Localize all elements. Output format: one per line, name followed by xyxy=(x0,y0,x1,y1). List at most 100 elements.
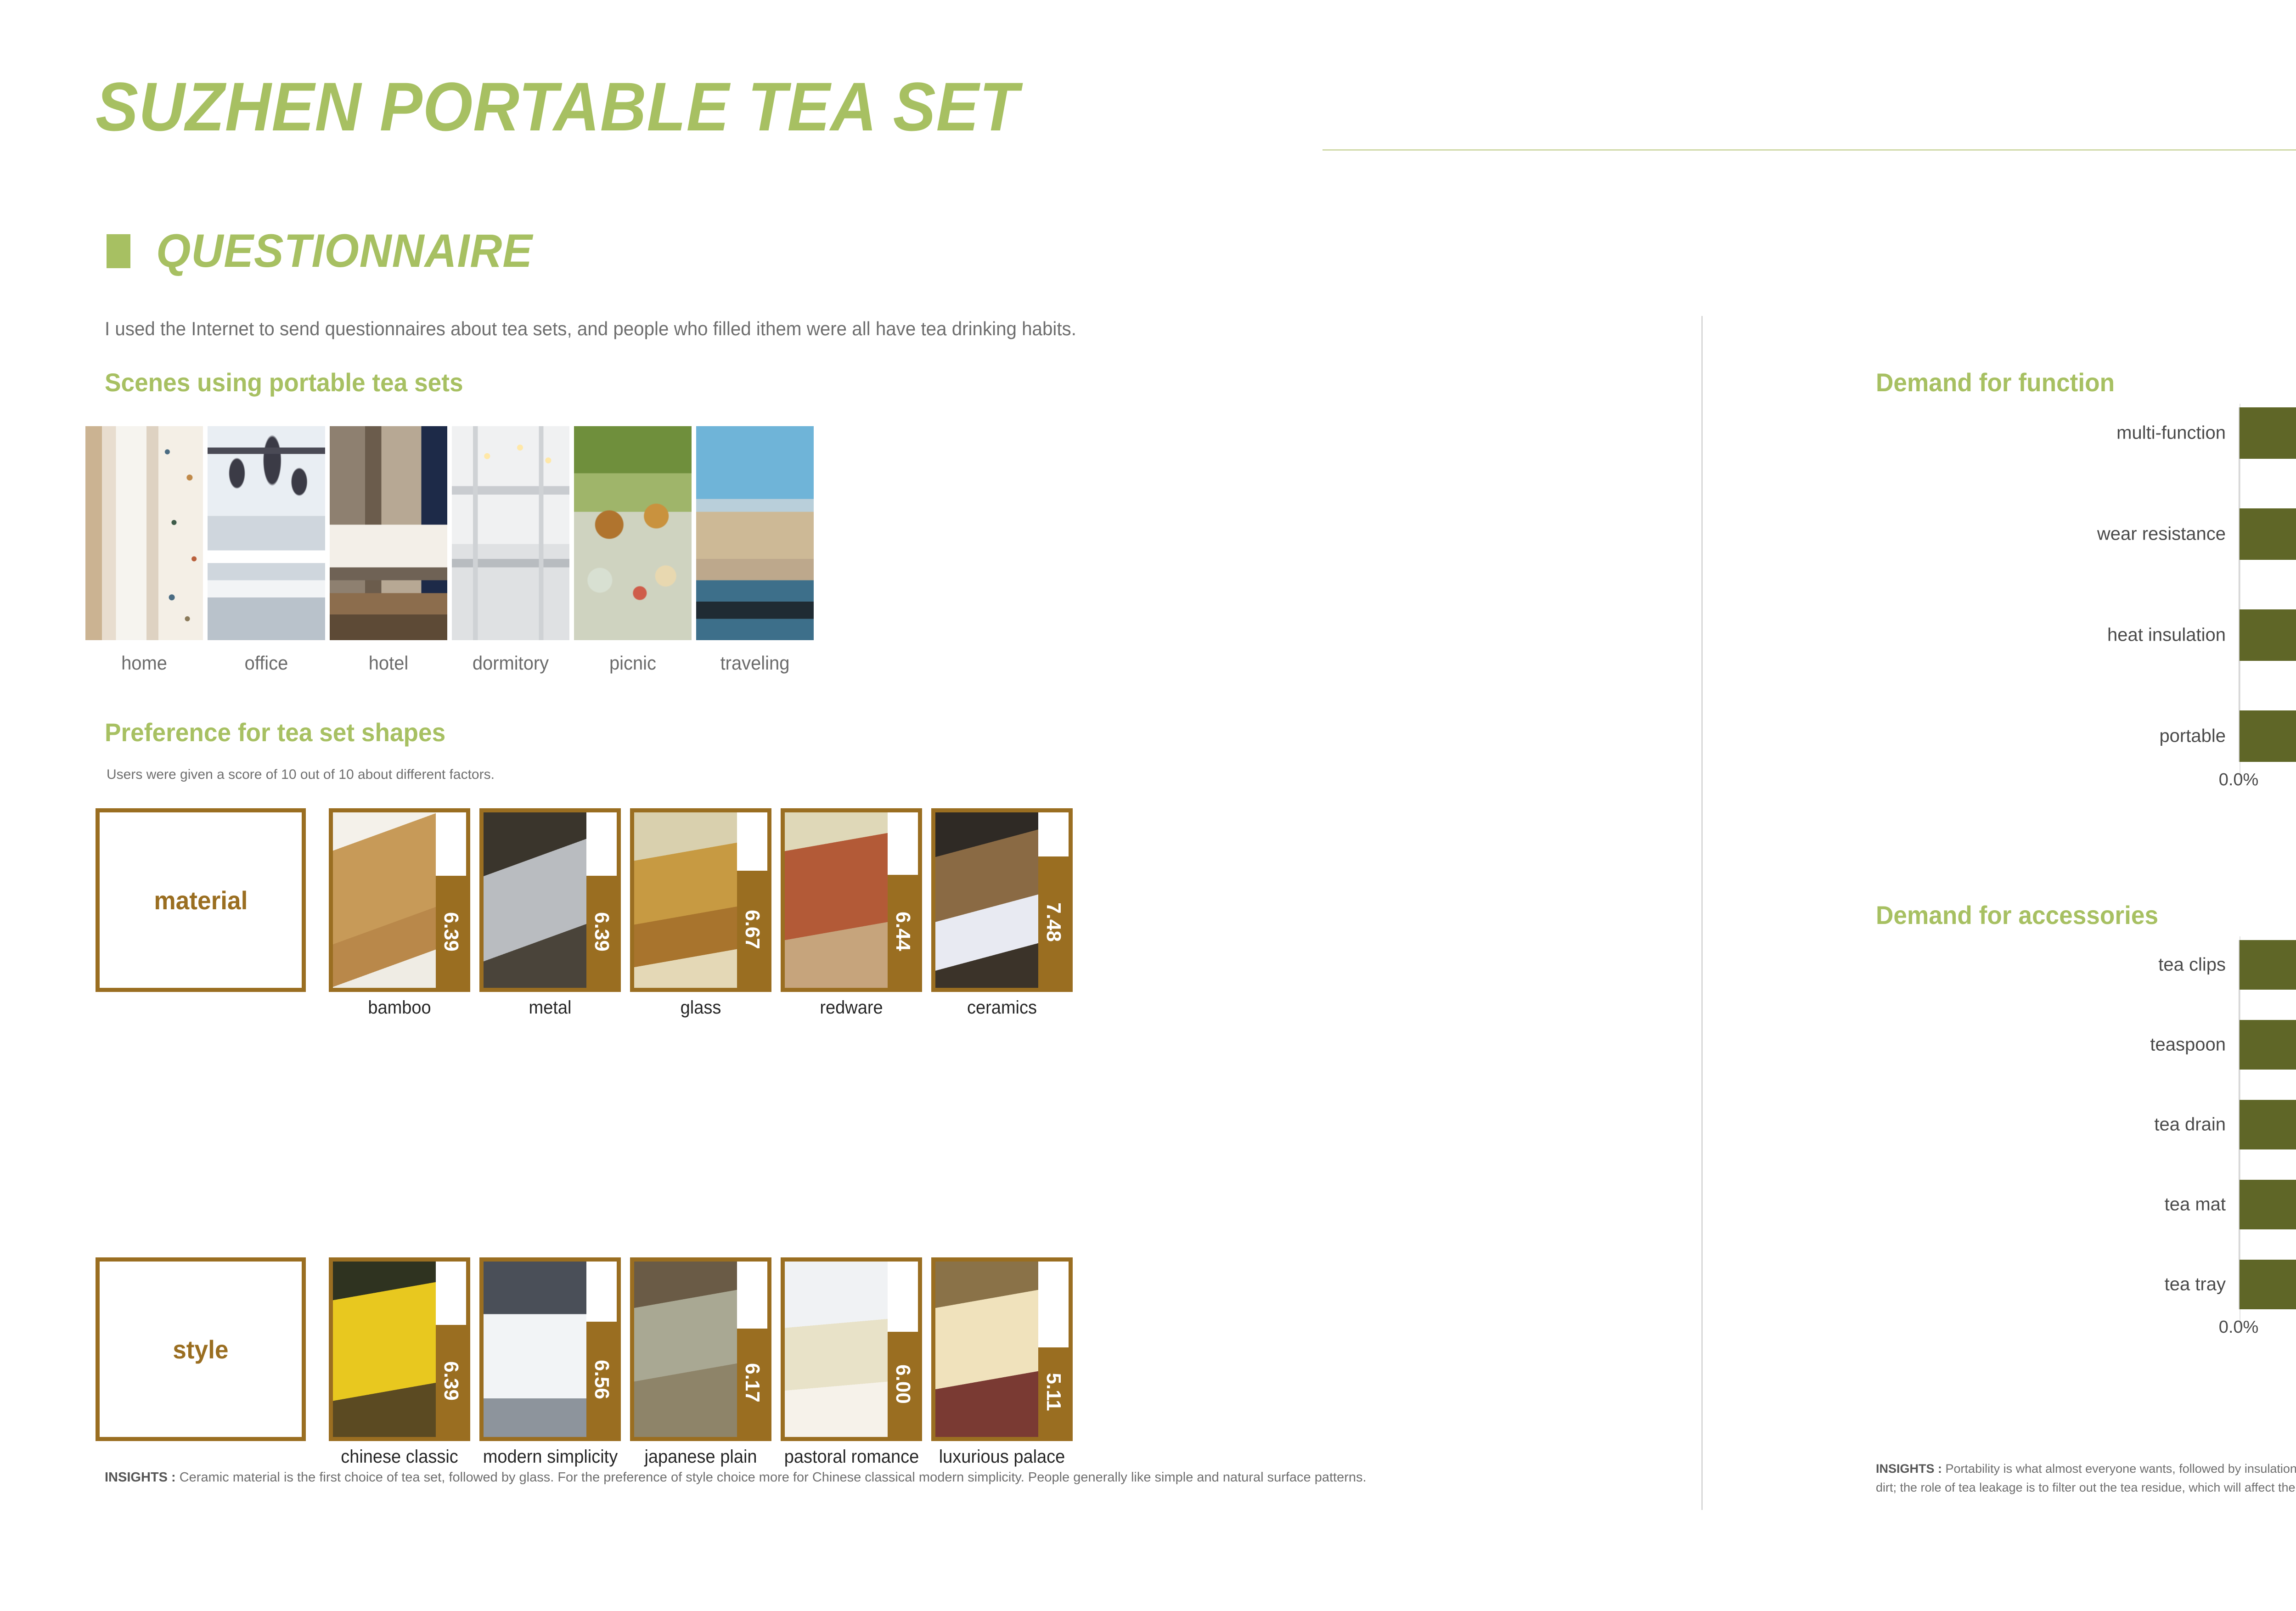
bar-row[interactable]: multi-function42.2%8.9%24.4%11.1%13.3% xyxy=(2116,407,2296,459)
preference-card-caption: japanese plain xyxy=(644,1447,757,1467)
bamboo-teapot-photo xyxy=(333,812,436,988)
score-value: 6.39 xyxy=(591,912,613,952)
row-label: style xyxy=(100,1262,302,1437)
preference-card-ceramics[interactable]: 7.48 xyxy=(931,808,1073,992)
bar-segment[interactable]: 28.9% xyxy=(2240,1180,2296,1229)
score-bar-track: 7.48 xyxy=(1038,812,1069,988)
preference-card-luxurious-palace[interactable]: 5.11 xyxy=(931,1257,1073,1441)
score-value: 6.17 xyxy=(741,1363,764,1403)
score-value: 6.39 xyxy=(440,1361,462,1401)
preference-card-metal[interactable]: 6.39 xyxy=(479,808,621,992)
score-bar-fill: 6.67 xyxy=(737,871,767,988)
bar-segment[interactable]: 28.9% xyxy=(2240,1020,2296,1070)
bar-row[interactable]: teaspoon28.9%20.0%22.2%17.8%11.1% xyxy=(2150,1020,2296,1070)
bar-segment[interactable]: 42.2% xyxy=(2240,407,2296,459)
living-room-photo xyxy=(85,426,203,640)
preference-card-bamboo[interactable]: 6.39 xyxy=(329,808,470,992)
score-value: 6.39 xyxy=(440,912,462,952)
preference-card-pastoral-romance[interactable]: 6.00 xyxy=(781,1257,922,1441)
preference-card-chinese-classic[interactable]: 6.39 xyxy=(329,1257,470,1441)
preference-card-modern-simplicity[interactable]: 6.56 xyxy=(479,1257,621,1441)
category-label: multi-function xyxy=(2116,422,2226,443)
photo-fill xyxy=(696,426,814,640)
scene-caption: office xyxy=(244,652,288,674)
preference-card-caption: chinese classic xyxy=(341,1447,458,1467)
bar-segment[interactable]: 51.0% xyxy=(2240,710,2296,762)
score-bar-fill: 6.56 xyxy=(586,1322,617,1437)
category-label: tea drain xyxy=(2154,1114,2226,1135)
section-heading: QUESTIONNAIRE xyxy=(107,224,552,278)
category-label: tea mat xyxy=(2164,1194,2226,1215)
bar-row[interactable]: tea mat28.9%26.7%17.8%13.3%13.3% xyxy=(2165,1180,2296,1229)
score-bar-fill: 7.48 xyxy=(1038,856,1069,988)
score-value: 6.00 xyxy=(892,1364,914,1404)
header-rule xyxy=(1322,149,2296,151)
bar-row[interactable]: wear resistance48.9%15.6%11.1%6.7%17.8% xyxy=(2097,508,2296,560)
preference-card-japanese-plain[interactable]: 6.17 xyxy=(630,1257,771,1441)
section-intro: I used the Internet to send questionnair… xyxy=(105,318,1076,339)
chart-demand-for-accessories: Demand for accessories tea clips33.3%8.9%… xyxy=(1876,900,2296,1363)
scene-item-picnic: picnic xyxy=(574,426,692,674)
score-bar-fill: 6.00 xyxy=(888,1331,918,1437)
scene-item-office: office xyxy=(208,426,325,674)
insights-right-text: Portability is what almost everyone want… xyxy=(1876,1462,2296,1494)
score-bar-track: 5.11 xyxy=(1038,1262,1069,1437)
bar-row[interactable]: tea clips33.3%8.9%13.3%20.0%24.4% xyxy=(2158,940,2296,990)
preference-card-caption: glass xyxy=(680,997,721,1018)
preference-card-caption: bamboo xyxy=(368,997,431,1018)
bar-row[interactable]: portable51.0%13.0%15.0%6.7%13.3% xyxy=(2159,710,2296,762)
bar-row[interactable]: tea drain44.4%15.6%17.8%6.7%15.6% xyxy=(2154,1100,2296,1149)
preference-card-redware[interactable]: 6.44 xyxy=(781,808,922,992)
scene-caption: traveling xyxy=(720,652,790,674)
insights-left: INSIGHTS : Ceramic material is the first… xyxy=(105,1468,1510,1487)
chart-title: Demand for function xyxy=(1876,368,2115,397)
picnic-basket-photo xyxy=(574,426,692,640)
preference-card-glass[interactable]: 6.67 xyxy=(630,808,771,992)
score-value: 7.48 xyxy=(1042,902,1065,942)
score-bar-track: 6.67 xyxy=(737,812,767,988)
chart-title: Demand for accessories xyxy=(1876,901,2159,929)
score-bar-fill: 6.17 xyxy=(737,1329,767,1437)
score-bar-track: 6.44 xyxy=(888,812,918,988)
preference-card-caption: redware xyxy=(820,997,883,1018)
scenes-row: home office hotel dormitory picnic traveling xyxy=(85,426,814,674)
bar-segment[interactable]: 44.4% xyxy=(2240,1100,2296,1149)
scene-item-hotel: hotel xyxy=(330,426,447,674)
score-bar-track: 6.56 xyxy=(586,1262,617,1437)
preference-card-caption: ceramics xyxy=(967,997,1037,1018)
row-label-text: style xyxy=(173,1335,229,1364)
bar-row[interactable]: heat insulation51.1%11.1%6.7%8.9%22.2% xyxy=(2107,609,2296,661)
bar-segment[interactable]: 48.9% xyxy=(2240,508,2296,560)
category-label: portable xyxy=(2159,726,2226,746)
dormitory-bunk-photo xyxy=(452,426,569,640)
bar-row[interactable]: tea tray48.9%13.3%15.6%13.3%8.9% xyxy=(2165,1260,2296,1309)
category-label: wear resistance xyxy=(2097,524,2226,544)
plot-area: tea clips33.3%8.9%13.3%20.0%24.4% teaspoo… xyxy=(2150,936,2296,1327)
shapes-heading: Preference for tea set shapes xyxy=(105,718,446,747)
shapes-note: Users were given a score of 10 out of 10… xyxy=(107,767,495,782)
preference-card-caption: modern simplicity xyxy=(483,1447,618,1467)
bar-segment[interactable]: 48.9% xyxy=(2240,1260,2296,1309)
preference-card-caption: luxurious palace xyxy=(939,1447,1065,1467)
office-desks-photo xyxy=(208,426,325,640)
square-bullet-icon xyxy=(107,234,130,268)
photo-fill xyxy=(330,426,447,640)
page-title: SUZHEN PORTABLE TEA SET xyxy=(96,68,1019,145)
insights-left-text: Ceramic material is the first choice of … xyxy=(179,1470,1367,1485)
score-value: 6.67 xyxy=(741,909,764,949)
photo-fill xyxy=(574,426,692,640)
blue-white-porcelain-photo xyxy=(935,812,1038,988)
score-bar-track: 6.17 xyxy=(737,1262,767,1437)
scene-item-traveling: traveling xyxy=(696,426,814,674)
photo-fill xyxy=(85,426,203,640)
row-label-card-style: style xyxy=(96,1257,306,1441)
scene-caption: hotel xyxy=(368,652,409,674)
bar-segment[interactable]: 51.1% xyxy=(2240,609,2296,661)
bar-segment[interactable]: 33.3% xyxy=(2240,940,2296,990)
silver-teaset-photo xyxy=(484,812,586,988)
scenes-heading: Scenes using portable tea sets xyxy=(105,368,463,397)
row-label-text: material xyxy=(153,885,248,915)
chart-demand-for-function: Demand for functionmulti-function42.2%8.… xyxy=(1876,367,2296,816)
insights-right-label: INSIGHTS : xyxy=(1876,1462,1942,1476)
